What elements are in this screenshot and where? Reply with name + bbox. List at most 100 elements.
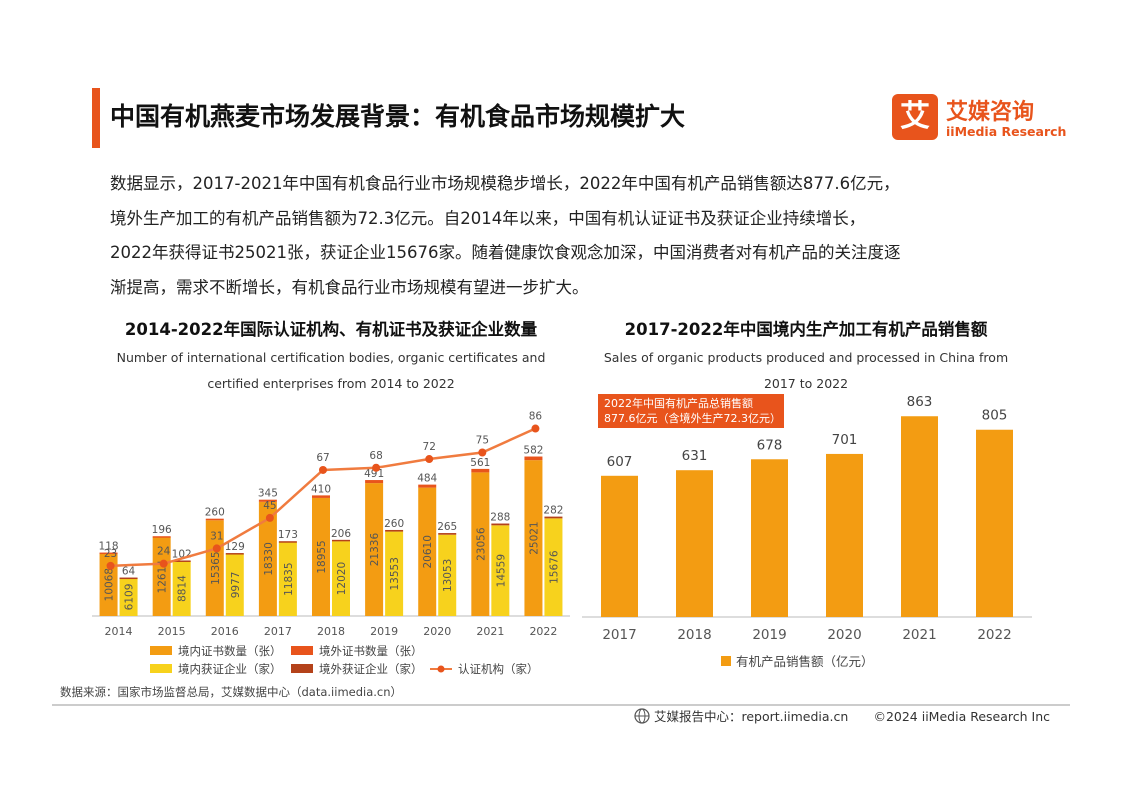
label-foreign-certificates: 345: [258, 488, 278, 500]
label-domestic-certificates: 10068: [104, 568, 116, 601]
legend-marker: [437, 665, 445, 673]
bar-sales: [676, 470, 713, 617]
intro-paragraph: 数据显示，2017-2021年中国有机食品行业市场规模稳步增长，2022年中国有…: [110, 167, 1040, 305]
bar-foreign-enterprises: [332, 539, 350, 542]
label-domestic-certificates: 23056: [475, 527, 487, 561]
label-foreign-enterprises: 64: [122, 566, 136, 578]
bar-foreign-certificates: [312, 495, 330, 498]
bar-domestic-enterprises: [438, 534, 457, 616]
label-certification-bodies: 75: [476, 435, 489, 447]
chart2-annotation-box: [598, 394, 784, 428]
label-domestic-enterprises: 9977: [230, 572, 242, 599]
legend-label: 认证机构（家）: [458, 662, 539, 676]
legend-label: 境内获证企业（家）: [178, 662, 282, 676]
point-certification-bodies: [106, 561, 115, 570]
chart2-subtitle-line: Sales of organic products produced and p…: [604, 350, 1008, 365]
chart1-legend: 境内证书数量（张） 境外证书数量（张） 境内获证企业（家） 境外获证企业（家） 认证机构…: [150, 644, 539, 676]
chart2-x-tick: 2018: [677, 627, 711, 643]
bar-domestic-enterprises: [225, 553, 244, 616]
label-domestic-enterprises: 6109: [124, 584, 136, 611]
label-foreign-certificates: 260: [205, 507, 225, 519]
chart2-x-tick: 2019: [752, 627, 786, 643]
legend-label: 境内证书数量（张）: [178, 644, 282, 658]
brand-logo: 艾 艾媒咨询 iiMedia Research: [892, 94, 1066, 144]
legend-swatch: [721, 656, 731, 666]
chart1-subtitle-line: Number of international certification bo…: [117, 350, 546, 365]
label-domestic-certificates: 15365: [210, 551, 222, 584]
label-foreign-certificates: 118: [99, 541, 119, 553]
intro-line: 2022年获得证书25021张，获证企业15676家。随着健康饮食观念加深，中国…: [110, 243, 901, 262]
bar-foreign-enterprises: [385, 529, 404, 532]
chart1-x-tick: 2016: [211, 625, 239, 638]
label-certification-bodies: 31: [210, 530, 223, 542]
title-accent-bar: [92, 88, 100, 148]
bar-foreign-certificates: [152, 536, 171, 538]
logo-text-cn: 艾媒咨询: [946, 100, 1035, 125]
footer-report-link[interactable]: 艾媒报告中心：report.iimedia.cn: [654, 709, 848, 724]
bar-domestic-enterprises: [332, 541, 350, 616]
label-foreign-enterprises: 288: [490, 512, 510, 524]
bar-domestic-certificates: [152, 537, 171, 616]
label-foreign-certificates: 484: [417, 473, 437, 485]
bar-domestic-enterprises: [278, 542, 297, 616]
bar-domestic-certificates: [418, 487, 437, 616]
chart1-x-tick: 2018: [317, 625, 345, 638]
point-certification-bodies: [212, 544, 221, 553]
label-certification-bodies: 67: [316, 452, 329, 464]
point-certification-bodies: [159, 559, 168, 568]
page-title: 中国有机燕麦市场发展背景：有机食品市场规模扩大: [110, 102, 686, 131]
legend-label: 境外证书数量（张）: [319, 644, 423, 658]
bar-domestic-certificates: [365, 483, 384, 616]
label-foreign-enterprises: 206: [331, 528, 351, 540]
bar-foreign-enterprises: [491, 523, 510, 526]
footer-copyright: ©2024 iiMedia Research Inc: [873, 709, 1050, 724]
label-certification-bodies: 45: [263, 500, 276, 512]
chart2-x-tick: 2017: [602, 627, 636, 643]
bar-domestic-certificates: [471, 472, 490, 616]
chart2-annotation-line: 877.6亿元（含境外生产72.3亿元）: [604, 411, 781, 425]
bar-foreign-enterprises: [278, 541, 297, 543]
globe-icon: [634, 708, 650, 724]
chart1-x-tick: 2020: [423, 625, 451, 638]
chart2-x-tick: 2022: [977, 627, 1011, 643]
label-certification-bodies: 86: [529, 411, 543, 423]
chart1-x-tick: 2017: [264, 625, 292, 638]
chart1-x-tick: 2021: [476, 625, 504, 638]
chart2-title: 2017-2022年中国境内生产加工有机产品销售额: [625, 319, 988, 339]
bar-foreign-enterprises: [544, 516, 563, 519]
bar-sales: [826, 453, 863, 617]
bar-domestic-enterprises: [119, 577, 138, 616]
label-domestic-enterprises: 13053: [442, 559, 454, 592]
label-foreign-enterprises: 282: [543, 505, 563, 517]
chart1-x-tick: 2015: [158, 625, 186, 638]
bar-foreign-enterprises: [225, 553, 244, 555]
point-certification-bodies: [425, 455, 434, 464]
label-foreign-certificates: 561: [470, 457, 490, 469]
chart1-title: 2014-2022年国际认证机构、有机证书及获证企业数量: [125, 319, 538, 339]
chart1-x-tick: 2022: [529, 625, 557, 638]
label-foreign-certificates: 196: [152, 524, 172, 536]
chart1-x-tick: 2014: [105, 625, 133, 638]
label-domestic-enterprises: 15676: [548, 550, 560, 584]
label-certification-bodies: 23: [104, 548, 117, 560]
label-foreign-certificates: 491: [364, 468, 384, 480]
label-domestic-certificates: 21336: [369, 533, 381, 567]
bar-domestic-certificates: [312, 497, 330, 616]
label-sales: 863: [907, 394, 933, 410]
bar-foreign-enterprises: [172, 560, 191, 562]
label-foreign-enterprises: 260: [384, 518, 404, 530]
label-domestic-enterprises: 14559: [495, 554, 507, 587]
point-certification-bodies: [531, 424, 540, 433]
point-certification-bodies: [319, 465, 327, 474]
intro-line: 境外生产加工的有机产品销售额为72.3亿元。自2014年以来，中国有机认证证书及…: [110, 208, 866, 228]
bar-foreign-certificates: [418, 484, 437, 488]
bar-foreign-certificates: [99, 552, 118, 555]
label-domestic-enterprises: 12020: [336, 562, 348, 595]
bar-domestic-certificates: [524, 460, 543, 616]
bar-domestic-enterprises: [385, 531, 404, 616]
label-domestic-enterprises: 11835: [283, 562, 295, 595]
bar-foreign-enterprises: [438, 533, 457, 535]
bar-foreign-enterprises: [119, 577, 138, 580]
point-certification-bodies: [372, 463, 381, 472]
